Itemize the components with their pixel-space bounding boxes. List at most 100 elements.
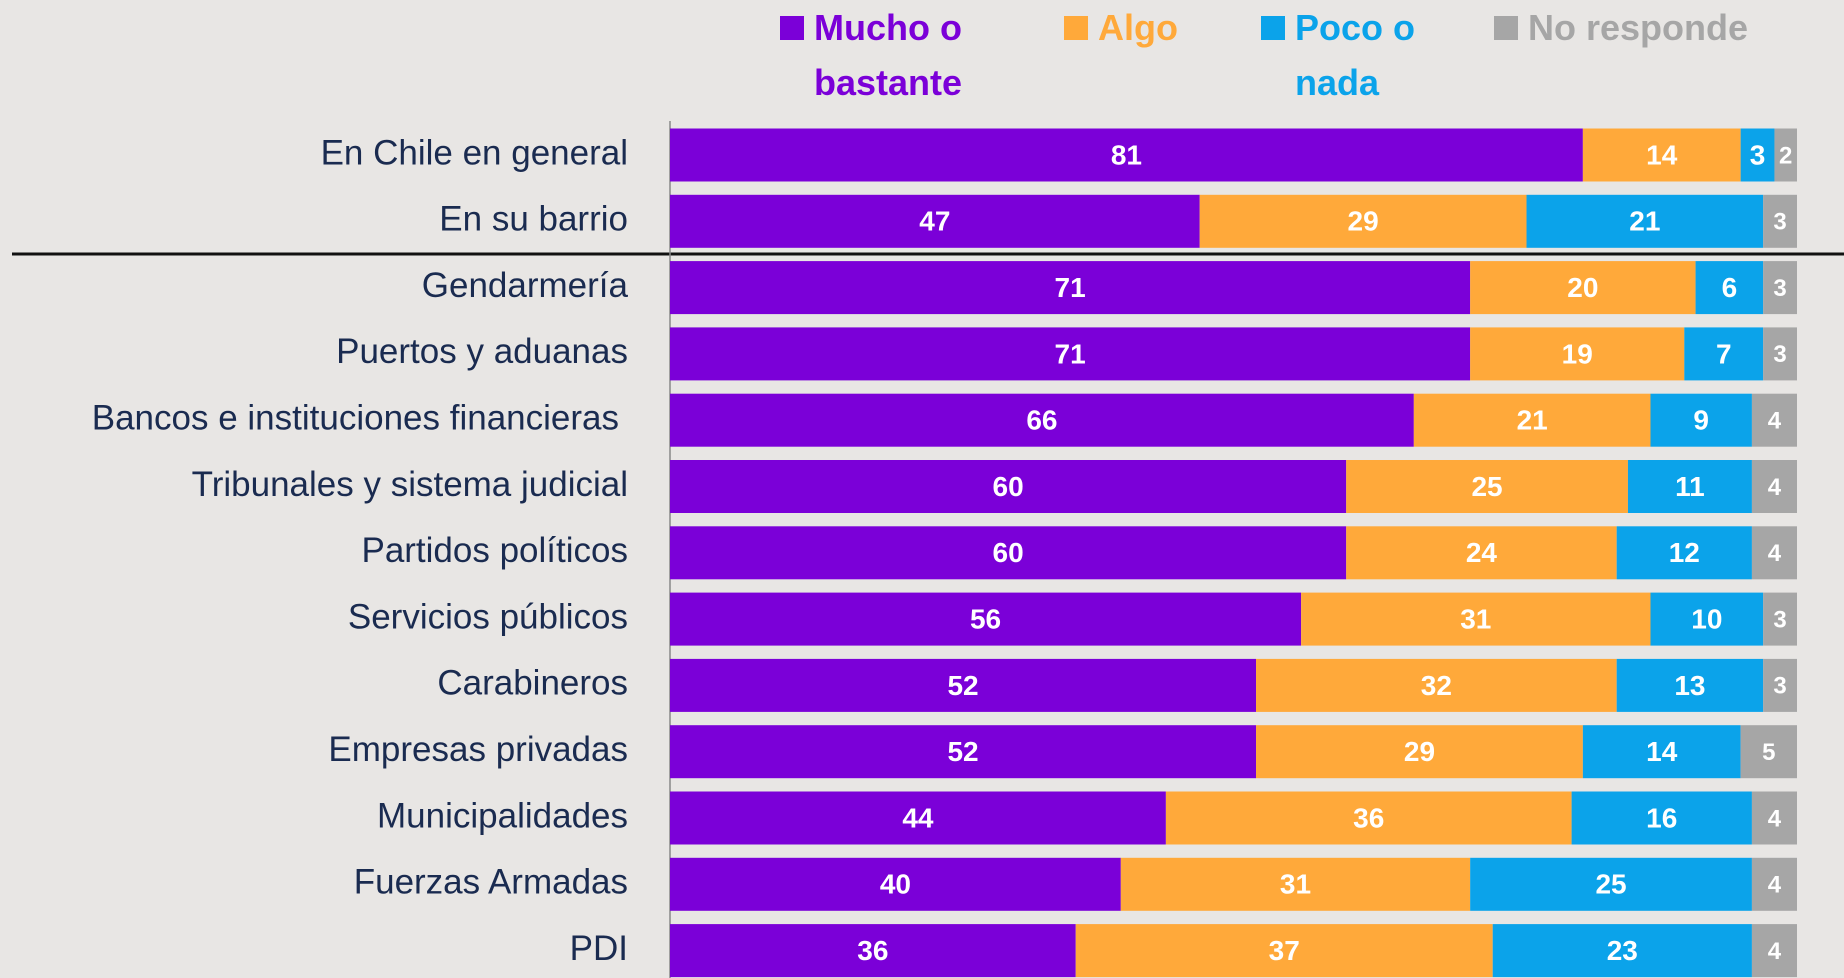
bar-segment (1751, 460, 1797, 513)
value-label: 29 (1404, 736, 1435, 767)
legend-label: Mucho o bastante (814, 7, 963, 103)
legend-swatch (1261, 16, 1285, 40)
value-label: 71 (1055, 272, 1086, 303)
bar-segment (1650, 592, 1764, 646)
value-label: 36 (1353, 802, 1384, 833)
bar-segment (1763, 327, 1797, 381)
bar-segment (1470, 857, 1752, 911)
legend-item: Mucho o bastante (780, 0, 990, 110)
bar-segment (670, 725, 1257, 779)
bar-segment (1751, 393, 1797, 447)
bar-segment (1120, 857, 1471, 911)
value-label: 37 (1269, 935, 1300, 966)
value-label: 19 (1562, 338, 1593, 369)
category-label: Municipalidades (377, 796, 628, 835)
bar-segment (1256, 658, 1617, 712)
bar-segment (1740, 725, 1797, 779)
bar-segment (670, 526, 1347, 580)
bar-segment (1075, 924, 1493, 978)
bar-segment (1763, 592, 1797, 646)
value-label: 60 (993, 537, 1024, 568)
bar-segment (1413, 393, 1651, 447)
category-label: PDI (570, 929, 628, 968)
value-label: 14 (1646, 139, 1678, 170)
bar-segment (1346, 526, 1617, 580)
value-label: 25 (1595, 869, 1626, 900)
bar-segment (670, 393, 1414, 447)
bar-segment (1346, 460, 1628, 513)
category-label: Fuerzas Armadas (354, 863, 628, 902)
bar-segment (670, 658, 1257, 712)
value-label: 2 (1779, 142, 1792, 169)
value-label: 4 (1768, 805, 1782, 832)
bar-segment (670, 924, 1076, 978)
legend-label: Poco o nada (1295, 7, 1416, 103)
value-label: 5 (1762, 739, 1775, 766)
value-label: 3 (1773, 341, 1786, 368)
value-label: 21 (1629, 206, 1660, 237)
bar-segment (670, 327, 1471, 381)
bar-segment (1763, 658, 1797, 712)
value-label: 52 (947, 670, 978, 701)
bar-segment (1582, 128, 1741, 182)
bar-segment (1751, 526, 1797, 580)
category-label: Empresas privadas (328, 730, 628, 769)
bar-segment (1165, 791, 1572, 845)
value-label: 4 (1768, 408, 1782, 435)
bar-segment (1751, 857, 1797, 911)
value-label: 4 (1768, 474, 1782, 501)
value-label: 21 (1517, 405, 1548, 436)
legend-swatch (780, 16, 804, 40)
value-label: 44 (902, 802, 934, 833)
category-label: Gendarmería (422, 266, 629, 305)
value-label: 32 (1421, 670, 1452, 701)
bar-segment (1751, 924, 1797, 978)
legend-swatch (1494, 16, 1518, 40)
bar-segment (1627, 460, 1752, 513)
bar-segment (670, 857, 1121, 911)
value-label: 31 (1460, 603, 1491, 634)
value-label: 81 (1111, 139, 1142, 170)
bar-segment (670, 194, 1200, 248)
legend-swatch (1064, 16, 1088, 40)
value-label: 24 (1466, 537, 1498, 568)
value-label: 4 (1768, 540, 1782, 567)
bar-segment (1470, 327, 1685, 381)
value-label: 9 (1693, 405, 1709, 436)
value-label: 36 (857, 935, 888, 966)
value-label: 3 (1773, 209, 1786, 236)
bar-segment (1301, 592, 1651, 646)
value-label: 10 (1691, 603, 1722, 634)
value-label: 12 (1669, 537, 1700, 568)
value-label: 60 (993, 471, 1024, 502)
bar-segment (1616, 526, 1752, 580)
value-label: 20 (1567, 272, 1598, 303)
value-label: 6 (1722, 272, 1738, 303)
value-label: 71 (1055, 338, 1086, 369)
category-label: En Chile en general (321, 133, 628, 172)
bar-segment (1616, 658, 1764, 712)
value-label: 7 (1716, 338, 1732, 369)
value-label: 4 (1768, 938, 1782, 965)
bar-segment (1470, 261, 1696, 315)
bar-segment (1684, 327, 1764, 381)
value-label: 13 (1674, 670, 1705, 701)
value-label: 11 (1675, 471, 1705, 502)
value-label: 52 (947, 736, 978, 767)
value-label: 29 (1348, 206, 1379, 237)
category-label: Bancos e instituciones financieras (92, 398, 619, 437)
value-label: 16 (1646, 802, 1677, 833)
bar-segment (1492, 924, 1752, 978)
legend-label: Algo (1098, 7, 1178, 48)
value-label: 3 (1773, 606, 1786, 633)
category-label: Puertos y aduanas (336, 332, 628, 371)
bar-segment (1256, 725, 1583, 779)
category-label: Partidos políticos (361, 531, 628, 570)
value-label: 23 (1607, 935, 1638, 966)
bar-segment (1571, 791, 1752, 845)
category-label: Servicios públicos (348, 597, 628, 636)
bar-segment (1582, 725, 1741, 779)
value-label: 4 (1768, 872, 1782, 899)
